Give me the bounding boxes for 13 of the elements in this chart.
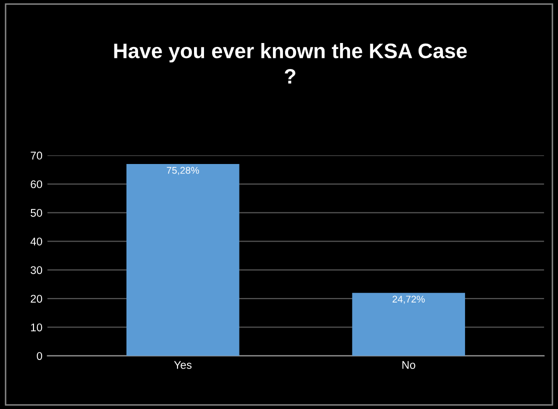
y-tick-label: 0 bbox=[36, 352, 42, 360]
x-tick-label: No bbox=[402, 361, 416, 369]
y-tick-label: 10 bbox=[31, 323, 42, 332]
chart-title: Have you ever known the KSA Case ? bbox=[114, 43, 467, 84]
y-tick-label: 30 bbox=[30, 266, 42, 274]
y-tick-label: 40 bbox=[30, 238, 42, 246]
x-tick-label: Yes bbox=[174, 361, 192, 369]
annotation: 75,28% bbox=[166, 166, 200, 175]
y-tick-label: 70 bbox=[30, 152, 42, 160]
y-tick-label: 60 bbox=[30, 180, 42, 188]
annotation: 24,72% bbox=[392, 296, 425, 304]
y-tick-label: 50 bbox=[30, 208, 42, 217]
y-tick-label: 20 bbox=[30, 294, 42, 303]
